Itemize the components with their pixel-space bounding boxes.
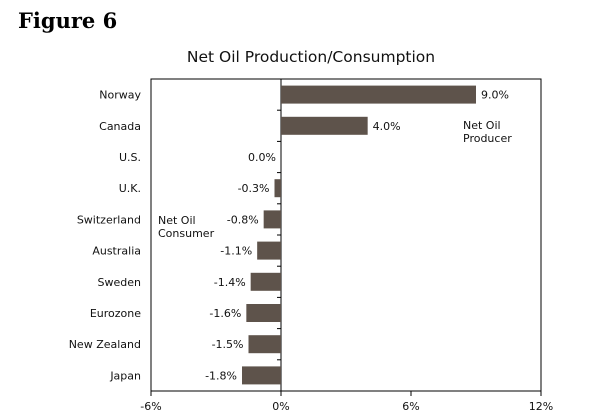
- consumer-annotation-line-2: Consumer: [158, 227, 215, 240]
- bar: [274, 179, 281, 198]
- figure-label: Figure 6: [18, 8, 118, 33]
- producer-annotation-line-2: Producer: [463, 132, 512, 145]
- category-label: Japan: [109, 369, 141, 382]
- chart-title: Net Oil Production/Consumption: [187, 48, 435, 66]
- consumer-annotation: Net Oil Consumer: [158, 214, 215, 240]
- category-label: U.K.: [119, 182, 141, 195]
- value-label: -1.4%: [214, 276, 246, 289]
- category-label: Australia: [92, 245, 141, 258]
- x-tick-label: 0%: [272, 400, 289, 413]
- value-label: -1.6%: [209, 307, 241, 320]
- x-tick-label: 12%: [529, 400, 553, 413]
- category-label: Canada: [99, 120, 141, 133]
- bar: [242, 366, 281, 385]
- value-label: -1.1%: [220, 245, 252, 258]
- bar: [257, 241, 281, 260]
- value-label: -0.8%: [227, 213, 259, 226]
- bar: [246, 304, 281, 322]
- value-label: 0.0%: [248, 151, 276, 164]
- value-label: -0.3%: [238, 182, 270, 195]
- plot-area: [150, 78, 542, 392]
- value-label: -1.5%: [212, 338, 244, 351]
- category-label: Eurozone: [90, 307, 141, 320]
- x-tick-label: 6%: [402, 400, 419, 413]
- bar: [250, 272, 281, 291]
- x-tick-label: -6%: [140, 400, 161, 413]
- producer-annotation-line-1: Net Oil: [463, 119, 501, 132]
- category-label: Norway: [99, 89, 141, 102]
- bar: [248, 335, 281, 354]
- bar: [281, 85, 476, 104]
- category-label: Switzerland: [77, 213, 141, 226]
- producer-annotation: Net Oil Producer: [463, 119, 512, 145]
- category-label: U.S.: [119, 151, 141, 164]
- bar: [263, 210, 281, 229]
- category-label: New Zealand: [69, 338, 141, 351]
- category-label: Sweden: [98, 276, 141, 289]
- value-label: -1.8%: [205, 369, 237, 382]
- value-label: 9.0%: [481, 89, 509, 102]
- value-label: 4.0%: [373, 120, 401, 133]
- consumer-annotation-line-1: Net Oil: [158, 214, 196, 227]
- bar: [281, 116, 368, 135]
